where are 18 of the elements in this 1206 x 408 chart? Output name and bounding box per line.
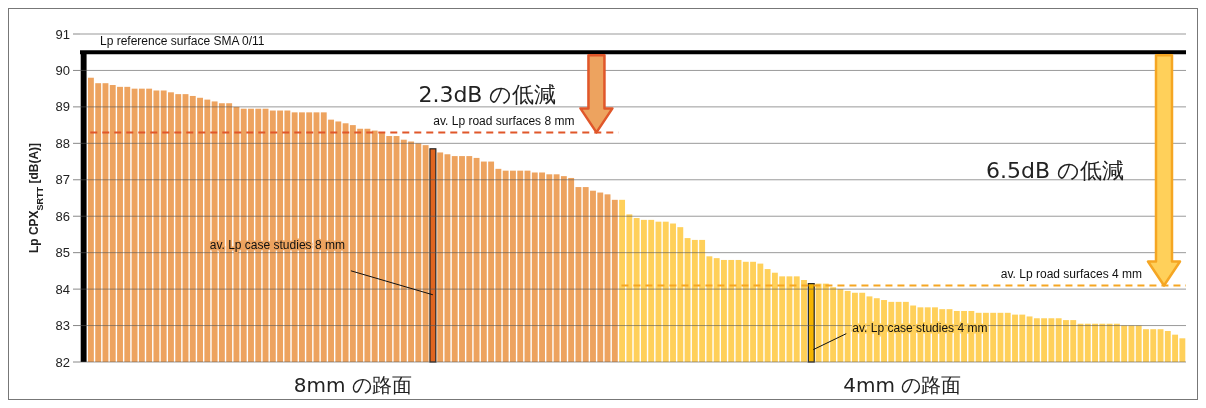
y-tick-label: 84 [55, 281, 70, 297]
y-tick-label: 87 [55, 172, 70, 188]
ref-line-label: av. Lp road surfaces 8 mm [433, 114, 575, 129]
annotation: 2.3dB の低減 [418, 81, 557, 107]
y-tick-label: 82 [55, 354, 70, 370]
y-tick-label: 83 [55, 318, 70, 334]
y-tick-label: 89 [55, 99, 70, 115]
annotation: av. Lp case studies 4 mm [852, 320, 988, 335]
y-tick-label: 85 [55, 245, 70, 261]
ref-line-label: av. Lp road surfaces 4 mm [1000, 267, 1142, 282]
annotation: 6.5dB の低減 [985, 158, 1124, 184]
y-tick-label: 86 [55, 208, 70, 224]
ref-line-label: Lp reference surface SMA 0/11 [100, 34, 265, 49]
series-label: 4mm の路面 [843, 373, 962, 397]
y-tick-label: 88 [55, 135, 70, 151]
y-tick-label: 90 [55, 62, 70, 78]
series-label: 8mm の路面 [293, 373, 412, 397]
y-tick-label: 91 [55, 26, 70, 42]
